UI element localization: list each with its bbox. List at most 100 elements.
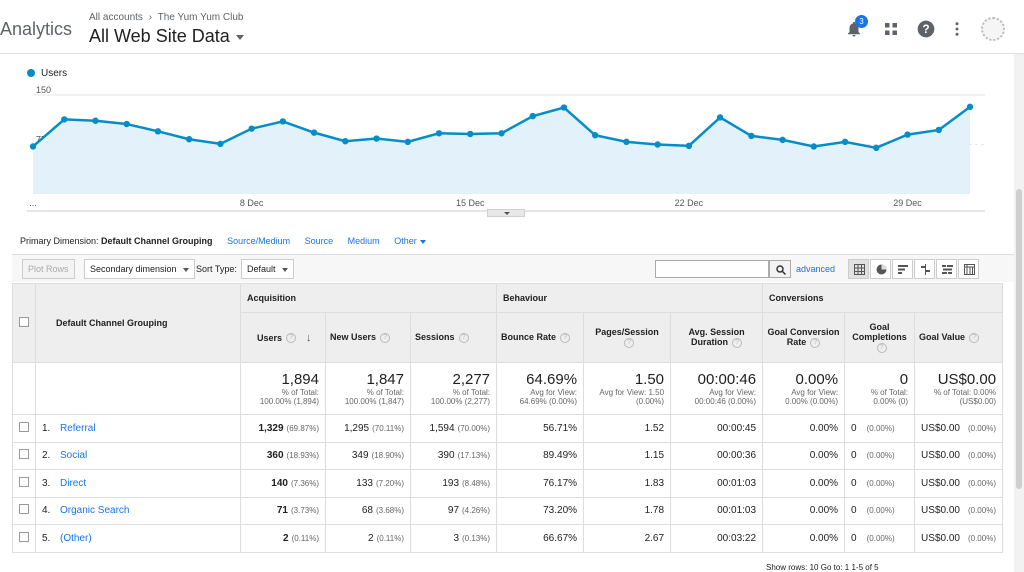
cell-percent: (7.36%) bbox=[290, 478, 319, 488]
select-all-checkbox[interactable] bbox=[19, 317, 29, 327]
help-icon[interactable]: ? bbox=[624, 337, 635, 348]
data-point[interactable] bbox=[716, 114, 724, 121]
data-point[interactable] bbox=[248, 125, 255, 132]
table-search-input[interactable] bbox=[655, 260, 769, 278]
column-header-users[interactable]: Users? ↓ bbox=[240, 312, 326, 363]
pivot-view-button[interactable] bbox=[958, 259, 979, 279]
data-point[interactable] bbox=[560, 104, 568, 111]
dimension-link-source-medium[interactable]: Source/Medium bbox=[227, 236, 291, 246]
column-header-goal-value[interactable]: Goal Value? bbox=[914, 312, 1004, 363]
column-header-avg-session-duration[interactable]: Avg. Session Duration? bbox=[670, 312, 764, 363]
help-icon[interactable]: ? bbox=[810, 337, 821, 348]
data-point[interactable] bbox=[841, 138, 849, 146]
cell-pages-session: 1.52 bbox=[583, 414, 672, 443]
view-selector[interactable]: All Web Site Data bbox=[89, 26, 244, 47]
notifications-button[interactable]: 3 bbox=[845, 15, 868, 40]
row-dimension-link[interactable]: (Other) bbox=[60, 532, 92, 544]
data-point[interactable] bbox=[342, 138, 349, 145]
help-icon[interactable]: ? bbox=[458, 332, 469, 343]
more-options-button[interactable] bbox=[948, 18, 970, 40]
data-point[interactable] bbox=[935, 126, 942, 134]
row-checkbox[interactable] bbox=[19, 421, 29, 432]
row-dimension-link[interactable]: Organic Search bbox=[60, 505, 130, 517]
row-dimension-link[interactable]: Social bbox=[60, 450, 88, 462]
total-goal-completions: 0% of Total: 0.00% (0) bbox=[844, 362, 916, 415]
data-point[interactable] bbox=[404, 138, 411, 146]
advanced-filter-link[interactable]: advanced bbox=[796, 264, 836, 274]
data-point[interactable] bbox=[217, 140, 224, 148]
avatar[interactable] bbox=[981, 17, 1005, 41]
data-point[interactable] bbox=[373, 135, 380, 142]
row-dimension-cell: 2. Social bbox=[35, 441, 241, 470]
page-scrollbar[interactable] bbox=[1014, 54, 1024, 572]
data-point[interactable] bbox=[904, 131, 911, 138]
data-point[interactable] bbox=[279, 118, 287, 125]
term-cloud-view-button[interactable] bbox=[936, 259, 957, 279]
plot-rows-button[interactable]: Plot Rows bbox=[22, 259, 75, 279]
breadcrumb-item[interactable]: All accounts bbox=[89, 12, 143, 23]
help-icon[interactable]: ? bbox=[286, 333, 297, 344]
data-point[interactable] bbox=[873, 144, 880, 151]
data-point[interactable] bbox=[185, 136, 193, 143]
column-header-goal-conversion-rate[interactable]: Goal Conversion Rate? bbox=[762, 312, 846, 363]
data-point[interactable] bbox=[498, 130, 505, 137]
cell-new-users: 68 (3.68%) bbox=[325, 496, 411, 525]
breadcrumb-item[interactable]: The Yum Yum Club bbox=[157, 12, 244, 23]
secondary-dimension-dropdown[interactable]: Secondary dimension bbox=[84, 259, 195, 279]
data-point[interactable] bbox=[779, 136, 786, 144]
cell-value: 1,329 bbox=[258, 422, 284, 434]
dimension-link-other[interactable]: Other bbox=[394, 236, 426, 246]
scrollbar-thumb[interactable] bbox=[1016, 189, 1022, 489]
percentage-view-button[interactable] bbox=[870, 259, 891, 279]
performance-view-button[interactable] bbox=[892, 259, 913, 279]
data-point[interactable] bbox=[966, 103, 974, 111]
data-view-button[interactable] bbox=[848, 259, 869, 279]
help-icon[interactable]: ? bbox=[732, 337, 743, 348]
goto-input[interactable]: 1 bbox=[844, 563, 850, 572]
cell-value: 3 bbox=[453, 532, 460, 544]
search-button[interactable] bbox=[769, 260, 791, 278]
column-header-pages-session[interactable]: Pages/Session? bbox=[583, 312, 672, 363]
data-point[interactable] bbox=[623, 138, 630, 146]
data-point[interactable] bbox=[592, 132, 599, 139]
data-point[interactable] bbox=[748, 132, 755, 140]
data-point[interactable] bbox=[467, 130, 474, 138]
row-dimension-link[interactable]: Referral bbox=[60, 422, 96, 434]
column-header-goal-completions[interactable]: Goal Completions? bbox=[844, 312, 916, 363]
dimension-link-medium[interactable]: Medium bbox=[347, 236, 380, 246]
chart-collapse-toggle[interactable] bbox=[487, 209, 525, 217]
comparison-view-button[interactable] bbox=[914, 259, 935, 279]
row-checkbox[interactable] bbox=[19, 504, 29, 515]
help-icon[interactable]: ? bbox=[380, 332, 391, 343]
data-point[interactable] bbox=[61, 116, 68, 123]
apps-icon bbox=[885, 23, 897, 35]
data-point[interactable] bbox=[310, 129, 318, 136]
rows-per-page-select[interactable]: 10 bbox=[809, 563, 819, 572]
row-dimension-link[interactable]: Direct bbox=[60, 477, 87, 489]
help-icon[interactable]: ? bbox=[969, 332, 980, 343]
apps-button[interactable] bbox=[882, 18, 904, 40]
data-point[interactable] bbox=[154, 128, 162, 135]
data-point[interactable] bbox=[123, 120, 130, 128]
data-point[interactable] bbox=[654, 141, 661, 148]
row-checkbox[interactable] bbox=[19, 476, 29, 487]
row-checkbox[interactable] bbox=[19, 531, 29, 542]
data-point[interactable] bbox=[529, 112, 536, 120]
sort-type-dropdown[interactable]: Default bbox=[241, 259, 294, 279]
data-point[interactable] bbox=[810, 143, 818, 150]
total-sub: % of Total: bbox=[366, 388, 404, 397]
column-header-bounce-rate[interactable]: Bounce Rate? bbox=[496, 312, 585, 363]
help-button[interactable]: ? bbox=[916, 18, 938, 40]
data-point[interactable] bbox=[435, 130, 443, 137]
row-checkbox[interactable] bbox=[19, 449, 29, 460]
data-point[interactable] bbox=[92, 117, 99, 124]
cell-goal-completions: 0 (0.00%) bbox=[844, 496, 916, 525]
help-icon[interactable]: ? bbox=[560, 332, 571, 343]
data-point[interactable] bbox=[685, 142, 693, 150]
column-header-sessions[interactable]: Sessions? bbox=[409, 312, 498, 363]
help-icon[interactable]: ? bbox=[876, 342, 887, 353]
data-point[interactable] bbox=[29, 143, 37, 150]
caret-down-icon bbox=[182, 267, 189, 272]
dimension-link-source[interactable]: Source bbox=[304, 236, 334, 246]
column-header-new-users[interactable]: New Users? bbox=[325, 312, 411, 363]
